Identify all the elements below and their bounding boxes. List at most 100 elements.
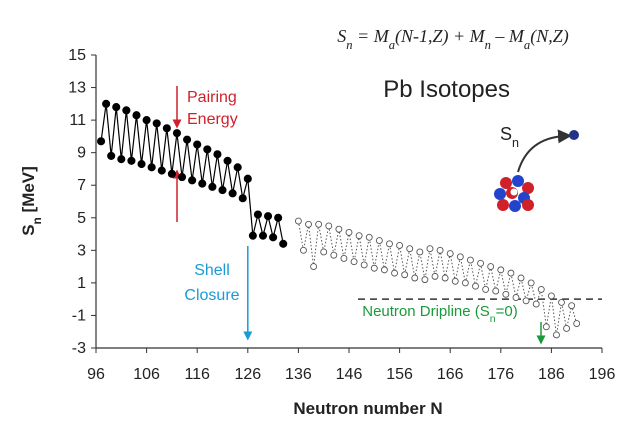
- point: [466, 256, 474, 264]
- point: [431, 272, 439, 280]
- point: [122, 106, 131, 115]
- nucleus: [494, 175, 534, 212]
- point: [300, 246, 307, 254]
- point: [350, 258, 358, 266]
- point: [345, 228, 353, 236]
- x-tick-label: 146: [336, 366, 363, 383]
- point: [532, 300, 540, 308]
- point: [127, 156, 136, 165]
- point: [253, 210, 262, 219]
- point: [507, 269, 515, 277]
- point: [162, 124, 171, 133]
- x-tick-label: 166: [437, 366, 464, 383]
- x-tick-label: 196: [589, 366, 616, 383]
- text-part: n: [490, 313, 496, 325]
- point: [203, 145, 212, 154]
- point: [183, 135, 192, 144]
- point: [269, 233, 278, 242]
- point: [380, 266, 388, 274]
- point: [375, 237, 383, 245]
- y-tick-label: -1: [72, 307, 86, 324]
- formula: Sn = Ma(N-1,Z) + Mn – Ma(N,Z): [337, 26, 568, 52]
- text-part: = M: [353, 26, 390, 46]
- point: [563, 325, 571, 332]
- point: [248, 231, 257, 240]
- x-axis-title: Neutron number N: [293, 399, 442, 418]
- y-axis-title: Sn [MeV]: [19, 166, 44, 236]
- point: [112, 103, 121, 112]
- point: [102, 99, 111, 108]
- point: [517, 274, 525, 282]
- point: [553, 331, 560, 339]
- point: [456, 253, 464, 261]
- point: [365, 233, 373, 241]
- point: [446, 250, 454, 258]
- point: [441, 274, 449, 282]
- text-part: (N,Z): [530, 26, 569, 47]
- point: [426, 245, 434, 253]
- text-part: [MeV]: [19, 166, 38, 217]
- point: [558, 298, 565, 306]
- point: [472, 282, 479, 290]
- point: [416, 248, 424, 256]
- x-tick-label: 116: [184, 366, 210, 383]
- annotation: Shell: [194, 262, 230, 279]
- text-part: – M: [491, 26, 525, 46]
- x-tick-label: 126: [234, 366, 261, 383]
- y-tick-label: 13: [68, 80, 86, 97]
- point: [335, 225, 343, 233]
- point: [340, 255, 348, 262]
- point: [386, 240, 393, 248]
- annotation: Energy: [187, 111, 238, 128]
- point: [451, 277, 459, 285]
- point: [477, 259, 485, 267]
- point: [370, 264, 378, 272]
- point: [542, 323, 550, 331]
- point: [142, 116, 151, 125]
- text-part: S: [337, 26, 346, 46]
- text-part: S: [19, 224, 38, 235]
- point: [512, 294, 520, 301]
- point: [411, 274, 419, 282]
- text-part: (N-1,Z) + M: [395, 26, 486, 47]
- point: [421, 276, 429, 284]
- point: [355, 232, 363, 240]
- x-tick-label: 106: [133, 366, 160, 383]
- y-tick-label: 9: [77, 145, 86, 162]
- text-part: S: [500, 124, 512, 144]
- y-tick-label: 15: [68, 47, 86, 64]
- text-part: Neutron Dripline (S: [362, 303, 490, 320]
- x-tick-label: 136: [285, 366, 312, 383]
- text-part: =0): [496, 303, 518, 320]
- point: [406, 245, 414, 253]
- point: [238, 194, 247, 203]
- point: [492, 287, 500, 295]
- point: [198, 179, 207, 188]
- point: [147, 163, 156, 172]
- point: [218, 186, 227, 195]
- x-tick-label: 176: [487, 366, 514, 383]
- point: [157, 166, 166, 175]
- point: [527, 279, 535, 287]
- point: [213, 150, 222, 159]
- point: [97, 137, 106, 146]
- point: [137, 160, 146, 169]
- x-tick-label: 186: [538, 366, 565, 383]
- x-tick-label: 96: [87, 366, 105, 383]
- point: [497, 266, 505, 274]
- y-tick-label: -3: [72, 340, 86, 357]
- point: [315, 220, 323, 228]
- point: [330, 251, 338, 259]
- chart-title: Pb Isotopes: [383, 76, 510, 103]
- point: [208, 182, 217, 191]
- point: [233, 163, 242, 172]
- point: [132, 111, 141, 120]
- point: [396, 241, 404, 249]
- point: [258, 231, 268, 240]
- point: [193, 140, 202, 149]
- y-tick-label: 11: [69, 112, 86, 129]
- point: [502, 290, 510, 298]
- neutron: [569, 130, 579, 140]
- point: [279, 239, 288, 248]
